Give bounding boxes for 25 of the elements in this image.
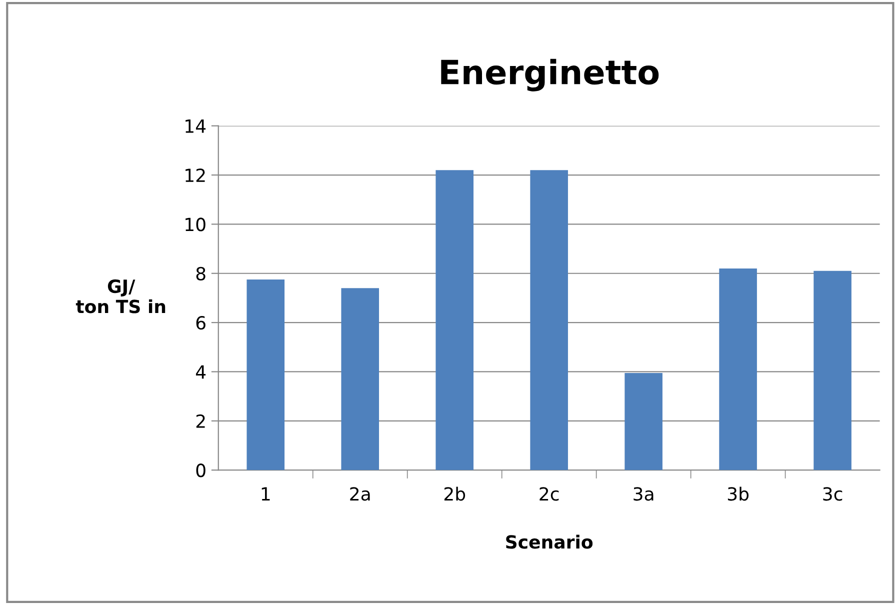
bar	[436, 170, 474, 470]
bar	[341, 288, 380, 470]
y-tick-label: 4	[196, 365, 206, 379]
y-tick-label: 14	[186, 120, 206, 133]
x-tick-label: 2a	[350, 487, 370, 501]
x-tick-label: 2c	[540, 487, 559, 501]
y-tick-label: 2	[196, 414, 205, 428]
chart-title: Energinetto	[441, 58, 659, 92]
bar	[530, 170, 568, 470]
bar	[719, 268, 757, 470]
x-tick-label: 3a	[634, 487, 654, 501]
y-tick-label: 10	[186, 218, 206, 232]
x-axis-title: Scenario	[506, 534, 593, 549]
bar	[814, 270, 852, 470]
bar	[624, 372, 662, 470]
y-tick-label: 0	[196, 464, 206, 478]
y-tick-label: 12	[186, 168, 205, 182]
bar	[246, 280, 285, 470]
x-tick-label: 2b	[444, 486, 466, 501]
y-axis-title: GJ/ ton TS in	[76, 279, 166, 314]
x-tick-label: 1	[262, 487, 270, 500]
x-tick-label: 3b	[728, 486, 749, 501]
y-tick-label: 8	[196, 266, 206, 280]
y-tick-label: 6	[196, 316, 206, 330]
x-tick-label: 3c	[823, 487, 842, 501]
